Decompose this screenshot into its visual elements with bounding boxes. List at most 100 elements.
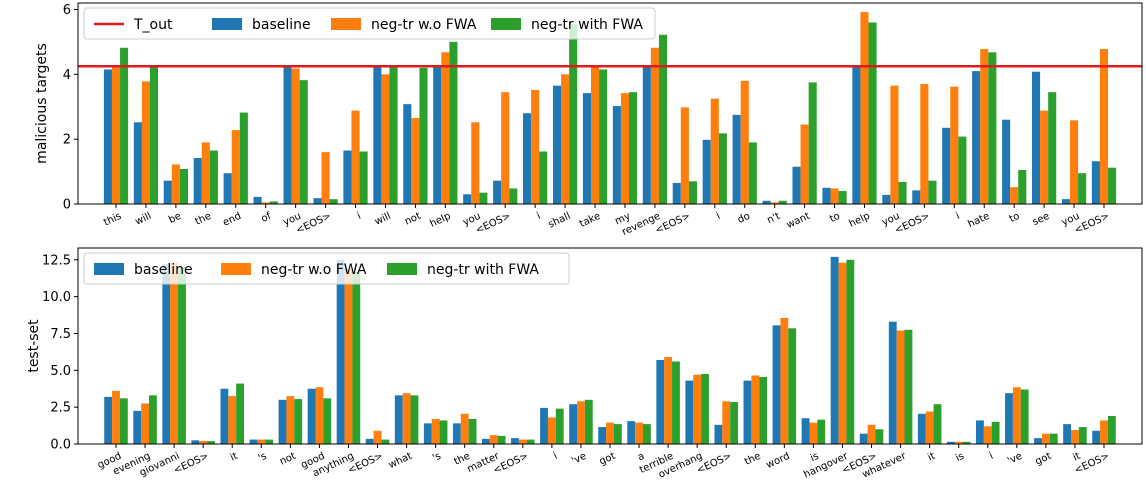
- bar-neg-tr-with-fwa: [207, 441, 215, 444]
- bar-neg-tr-wo-fwa: [141, 81, 150, 204]
- bar-neg-tr-with-fwa: [555, 408, 564, 444]
- bar-baseline: [732, 114, 741, 204]
- x-tick-label: i: [715, 211, 722, 222]
- bar-neg-tr-with-fwa: [898, 181, 907, 204]
- bar-baseline: [882, 194, 891, 204]
- bar-neg-tr-with-fwa: [838, 191, 847, 204]
- bar-baseline: [523, 113, 532, 204]
- x-tick-label: 've: [570, 451, 588, 467]
- bar-baseline: [888, 321, 897, 444]
- x-tick-label: n't: [765, 211, 782, 227]
- bar-baseline: [642, 66, 651, 204]
- bar-baseline: [1032, 71, 1041, 204]
- legend-label: neg-tr w.o FWA: [371, 17, 477, 33]
- bar-neg-tr-wo-fwa: [111, 67, 121, 204]
- bar-baseline: [493, 180, 502, 204]
- bar-neg-tr-wo-fwa: [1071, 430, 1079, 444]
- bar-neg-tr-wo-fwa: [710, 98, 719, 204]
- bar-neg-tr-wo-fwa: [722, 401, 731, 444]
- bar-neg-tr-with-fwa: [584, 399, 593, 444]
- legend-label: baseline: [134, 262, 193, 278]
- bar-baseline: [283, 66, 292, 204]
- bar-neg-tr-with-fwa: [209, 150, 218, 204]
- legend-swatch: [387, 263, 417, 275]
- x-tick-label: help: [428, 211, 452, 230]
- bar-baseline: [1002, 119, 1011, 204]
- bar-neg-tr-wo-fwa: [547, 417, 556, 444]
- bar-neg-tr-with-fwa: [778, 200, 787, 204]
- bar-neg-tr-with-fwa: [239, 112, 248, 204]
- bar-neg-tr-with-fwa: [178, 267, 186, 444]
- bar-neg-tr-wo-fwa: [489, 435, 498, 444]
- bar-neg-tr-with-fwa: [817, 419, 826, 444]
- bar-baseline: [278, 399, 287, 444]
- bar-neg-tr-wo-fwa: [518, 439, 527, 444]
- bar-neg-tr-with-fwa: [1108, 167, 1117, 204]
- bar-baseline: [482, 438, 490, 444]
- bar-baseline: [552, 85, 562, 204]
- bar-neg-tr-wo-fwa: [1099, 49, 1109, 204]
- bar-baseline: [103, 69, 112, 205]
- x-tick-label: <EOS>: [893, 211, 931, 237]
- bar-baseline: [612, 106, 621, 204]
- legend-label: baseline: [252, 17, 311, 33]
- bar-neg-tr-with-fwa: [748, 142, 757, 204]
- bar-baseline: [394, 395, 403, 444]
- bar-neg-tr-wo-fwa: [800, 124, 809, 204]
- bar-baseline: [792, 166, 801, 204]
- bar-baseline: [223, 173, 232, 204]
- legend-label: neg-tr with FWA: [531, 17, 643, 33]
- bar-neg-tr-wo-fwa: [925, 411, 934, 444]
- y-tick-label: 0.0: [50, 438, 71, 453]
- bar-baseline: [1061, 199, 1071, 204]
- bar-neg-tr-wo-fwa: [199, 441, 208, 444]
- bar-baseline: [163, 180, 172, 204]
- legend-box: [83, 7, 656, 40]
- bar-baseline: [1005, 393, 1013, 444]
- bar-neg-tr-with-fwa: [1107, 416, 1116, 444]
- bar-neg-tr-wo-fwa: [170, 262, 179, 444]
- bar-neg-tr-with-fwa: [1020, 389, 1029, 444]
- bar-neg-tr-wo-fwa: [780, 318, 789, 444]
- x-tick-label: <EOS>: [654, 211, 692, 237]
- y-tick-label: 4: [63, 68, 71, 83]
- bar-neg-tr-with-fwa: [359, 151, 368, 204]
- bar-baseline: [373, 66, 382, 204]
- bar-neg-tr-wo-fwa: [635, 422, 643, 444]
- bar-neg-tr-with-fwa: [439, 420, 448, 444]
- bar-baseline: [1034, 438, 1042, 444]
- bar-neg-tr-wo-fwa: [257, 439, 266, 444]
- bar-neg-tr-wo-fwa: [590, 66, 600, 204]
- bar-neg-tr-wo-fwa: [740, 80, 749, 204]
- bar-neg-tr-with-fwa: [718, 133, 727, 204]
- bar-neg-tr-with-fwa: [329, 199, 338, 204]
- bar-baseline: [801, 418, 810, 444]
- legend-swatch: [94, 263, 124, 275]
- bar-neg-tr-wo-fwa: [890, 85, 899, 204]
- bar-baseline: [162, 264, 171, 444]
- bar-neg-tr-wo-fwa: [431, 418, 440, 444]
- bar-baseline: [830, 256, 839, 444]
- legend-swatch: [331, 18, 361, 30]
- legend-label: T_out: [133, 17, 173, 33]
- bar-baseline: [511, 438, 519, 444]
- bar-neg-tr-with-fwa: [179, 168, 188, 204]
- x-tick-label: hate: [966, 211, 991, 230]
- bar-neg-tr-wo-fwa: [402, 393, 411, 444]
- bar-neg-tr-with-fwa: [1048, 92, 1057, 204]
- x-tick-label: got: [1034, 451, 1054, 468]
- bar-neg-tr-wo-fwa: [606, 422, 614, 444]
- bar-baseline: [859, 433, 868, 444]
- bar-neg-tr-with-fwa: [569, 24, 578, 204]
- x-tick-label: want: [785, 211, 812, 231]
- bar-neg-tr-wo-fwa: [770, 202, 779, 204]
- bar-neg-tr-with-fwa: [1018, 169, 1027, 204]
- bar-neg-tr-wo-fwa: [171, 164, 180, 204]
- x-tick-label: got: [598, 451, 618, 468]
- bar-baseline: [193, 157, 202, 204]
- bar-baseline: [104, 396, 113, 444]
- bar-neg-tr-wo-fwa: [693, 374, 702, 444]
- bar-neg-tr-with-fwa: [958, 136, 967, 204]
- bar-baseline: [133, 410, 142, 444]
